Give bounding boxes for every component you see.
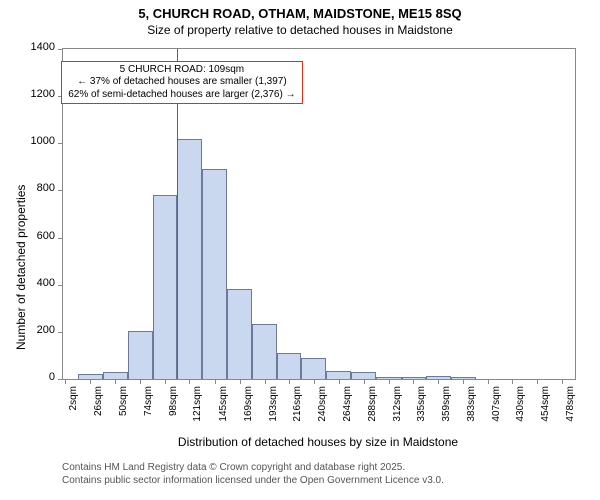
- x-tick: [140, 379, 141, 384]
- x-tick: [364, 379, 365, 384]
- histogram-bar: [153, 195, 177, 379]
- x-tick-label: 359sqm: [441, 386, 452, 426]
- attribution: Contains HM Land Registry data © Crown c…: [62, 462, 444, 487]
- x-tick-label: 98sqm: [168, 386, 179, 426]
- y-tick-label: 0: [20, 371, 55, 383]
- y-tick-label: 200: [20, 324, 55, 336]
- x-tick: [413, 379, 414, 384]
- x-tick-label: 121sqm: [192, 386, 203, 426]
- x-tick-label: 264sqm: [342, 386, 353, 426]
- attribution-line2: Contains public sector information licen…: [62, 475, 444, 488]
- attribution-line1: Contains HM Land Registry data © Crown c…: [62, 462, 444, 475]
- x-tick: [90, 379, 91, 384]
- x-tick-label: 2sqm: [68, 386, 79, 426]
- histogram-bar: [177, 139, 202, 379]
- x-tick-label: 216sqm: [292, 386, 303, 426]
- x-tick-label: 240sqm: [317, 386, 328, 426]
- x-tick-label: 145sqm: [218, 386, 229, 426]
- y-tick: [58, 238, 63, 239]
- y-tick: [58, 143, 63, 144]
- x-tick-label: 50sqm: [118, 386, 129, 426]
- x-tick: [562, 379, 563, 384]
- y-tick-label: 1200: [20, 88, 55, 100]
- chart-title-line2: Size of property relative to detached ho…: [0, 23, 600, 37]
- x-tick: [165, 379, 166, 384]
- x-tick-label: 74sqm: [143, 386, 154, 426]
- y-tick: [58, 285, 63, 286]
- histogram-bar: [227, 289, 252, 379]
- plot-area: 5 CHURCH ROAD: 109sqm← 37% of detached h…: [62, 48, 576, 380]
- chart-title-line1: 5, CHURCH ROAD, OTHAM, MAIDSTONE, ME15 8…: [0, 0, 600, 23]
- histogram-bar: [252, 324, 277, 379]
- x-tick: [389, 379, 390, 384]
- y-tick-label: 400: [20, 277, 55, 289]
- x-tick: [463, 379, 464, 384]
- annotation-line3: 62% of semi-detached houses are larger (…: [66, 89, 298, 102]
- y-tick-label: 600: [20, 230, 55, 242]
- x-tick: [189, 379, 190, 384]
- x-tick: [339, 379, 340, 384]
- x-tick: [215, 379, 216, 384]
- histogram-bar: [351, 372, 376, 379]
- x-tick-label: 478sqm: [565, 386, 576, 426]
- x-tick-label: 430sqm: [515, 386, 526, 426]
- x-tick-label: 407sqm: [491, 386, 502, 426]
- x-tick: [65, 379, 66, 384]
- histogram-bar: [128, 331, 153, 379]
- histogram-bar: [202, 169, 227, 379]
- x-tick: [265, 379, 266, 384]
- x-tick: [314, 379, 315, 384]
- chart-container: { "title_line1": "5, CHURCH ROAD, OTHAM,…: [0, 0, 600, 500]
- x-tick: [438, 379, 439, 384]
- y-tick: [58, 379, 63, 380]
- x-tick: [289, 379, 290, 384]
- x-tick-label: 288sqm: [367, 386, 378, 426]
- x-tick-label: 454sqm: [540, 386, 551, 426]
- y-tick: [58, 332, 63, 333]
- histogram-bar: [277, 353, 301, 379]
- y-tick-label: 1000: [20, 135, 55, 147]
- x-tick-label: 169sqm: [243, 386, 254, 426]
- x-tick-label: 383sqm: [466, 386, 477, 426]
- x-axis-label: Distribution of detached houses by size …: [62, 435, 574, 449]
- annotation-line2: ← 37% of detached houses are smaller (1,…: [66, 76, 298, 89]
- x-tick-label: 26sqm: [93, 386, 104, 426]
- x-tick: [240, 379, 241, 384]
- y-tick: [58, 190, 63, 191]
- annotation-line1: 5 CHURCH ROAD: 109sqm: [66, 64, 298, 77]
- x-tick: [488, 379, 489, 384]
- x-tick: [537, 379, 538, 384]
- histogram-bar: [326, 371, 351, 379]
- annotation-box: 5 CHURCH ROAD: 109sqm← 37% of detached h…: [61, 61, 303, 105]
- x-tick: [115, 379, 116, 384]
- x-tick-label: 193sqm: [268, 386, 279, 426]
- x-tick-label: 335sqm: [416, 386, 427, 426]
- y-tick-label: 800: [20, 182, 55, 194]
- histogram-bar: [301, 358, 326, 379]
- y-tick-label: 1400: [20, 41, 55, 53]
- x-tick-label: 312sqm: [392, 386, 403, 426]
- x-tick: [512, 379, 513, 384]
- histogram-bar: [103, 372, 128, 379]
- y-tick: [58, 49, 63, 50]
